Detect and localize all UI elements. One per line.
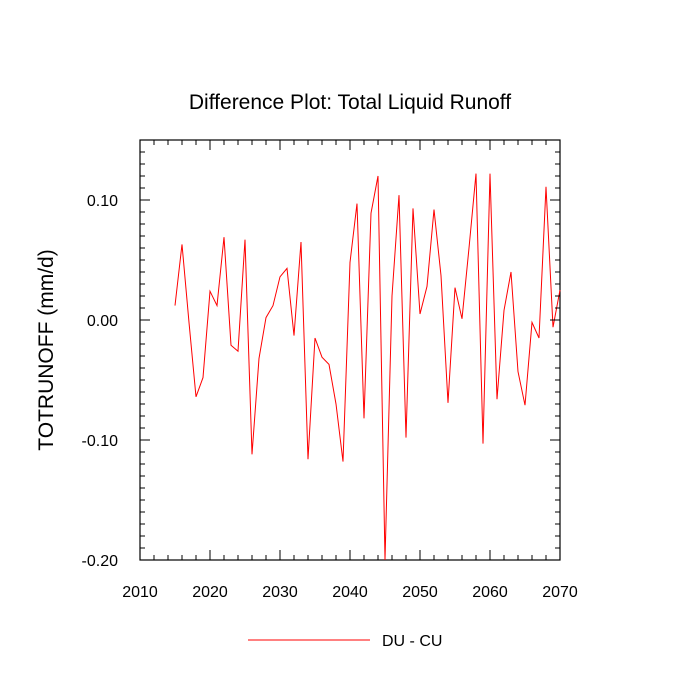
plot-area	[139, 139, 561, 561]
plot-frame	[139, 139, 561, 561]
y-axis-ticks	[140, 139, 560, 561]
x-axis-tick-labels: 2010 2020 2030 2040 2050 2060 2070	[122, 584, 578, 601]
y-tick-label: 0.00	[87, 313, 118, 330]
series-line-0	[174, 173, 561, 561]
x-tick-label: 2020	[192, 584, 228, 601]
legend: DU - CU	[248, 633, 442, 650]
chart-title: Difference Plot: Total Liquid Runoff	[189, 91, 511, 114]
y-tick-label: -0.10	[82, 433, 119, 450]
y-axis-label: TOTRUNOFF (mm/d)	[35, 249, 58, 450]
x-tick-label: 2010	[122, 584, 158, 601]
y-axis-tick-labels: -0.20 -0.10 0.00 0.10	[82, 193, 119, 570]
legend-label: DU - CU	[382, 633, 442, 650]
series-layer	[174, 173, 561, 561]
x-tick-label: 2030	[262, 584, 298, 601]
y-tick-label: -0.20	[82, 553, 119, 570]
x-tick-label: 2050	[402, 584, 438, 601]
x-tick-label: 2040	[332, 584, 368, 601]
x-tick-label: 2070	[542, 584, 578, 601]
x-axis-ticks	[139, 140, 561, 560]
y-tick-label: 0.10	[87, 193, 118, 210]
x-tick-label: 2060	[472, 584, 508, 601]
